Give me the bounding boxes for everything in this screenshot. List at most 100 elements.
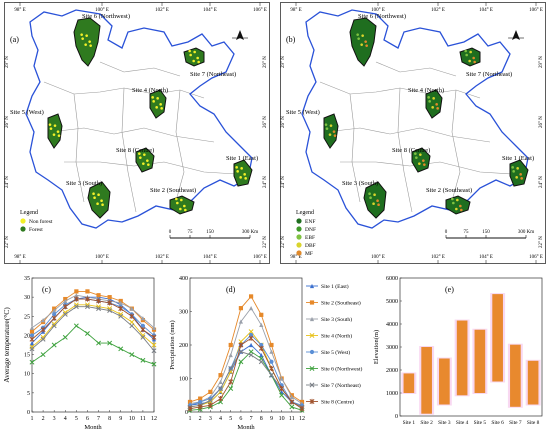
y-tick-label: 3000 (386, 345, 398, 351)
data-point (29, 359, 35, 365)
x-tick-label: 2 (42, 416, 45, 422)
data-point (228, 386, 234, 392)
legend-label: Non forest (29, 218, 53, 225)
lat-tick-label-left: 24° N (5, 176, 10, 188)
site-label-s4: Site 4 (North) (408, 87, 444, 94)
site-pixel (428, 100, 431, 103)
data-point (289, 404, 295, 410)
lat-tick-label-right: 26° N (539, 116, 544, 128)
series-line-s6 (189, 351, 303, 411)
x-tick-label: 1 (31, 416, 34, 422)
x-tick-label: 3 (53, 416, 56, 422)
legend-label: MF (305, 251, 313, 257)
site-pixel (85, 34, 88, 37)
site-pixel (369, 196, 372, 200)
site-pixel (372, 202, 375, 206)
site-polygon-s5 (323, 113, 339, 149)
data-point (151, 334, 157, 340)
data-point (259, 312, 264, 317)
series-line-s6 (31, 325, 155, 365)
y-tick-label: 10 (24, 372, 30, 378)
site-pixel (468, 59, 471, 63)
site-pixel (473, 60, 476, 64)
legend-label: DNF (305, 227, 316, 233)
site-label-s7: Site 7 (Northeast) (466, 71, 512, 78)
site-pixel (422, 159, 425, 162)
site-pixel (456, 198, 459, 202)
data-point (85, 289, 90, 294)
data-point (228, 352, 233, 358)
data-point (118, 306, 124, 312)
data-point (85, 296, 90, 302)
x-tick-label: 9 (270, 416, 273, 422)
legend-label: Site 5 (West) (321, 349, 350, 356)
legend-swatch (296, 242, 302, 248)
site-pixel (512, 170, 515, 173)
site-pixel (155, 106, 158, 109)
data-point (309, 316, 315, 322)
data-point (29, 333, 35, 338)
data-point (151, 342, 157, 348)
lon-tick-label-bottom: 102° E (155, 255, 169, 260)
x-tick-label: 11 (289, 416, 295, 422)
data-point (85, 302, 90, 308)
data-point (259, 322, 264, 327)
prefecture-boundary (325, 127, 491, 143)
site-pixel (183, 204, 186, 208)
x-tick-label: 10 (129, 416, 135, 422)
elevation-bar-8 (527, 360, 539, 405)
data-point (29, 346, 35, 352)
scale-label: 300 Km (242, 230, 258, 235)
prefecture-boundary (73, 93, 85, 203)
data-point (151, 361, 157, 367)
prefecture-boundary (121, 87, 137, 213)
y-tick-label: 0 (185, 410, 188, 416)
scale-label: 300 Km (518, 230, 534, 235)
site-pixel (243, 173, 246, 176)
data-point (238, 359, 244, 365)
site-pixel (451, 197, 454, 201)
site-pixel (431, 106, 434, 109)
map-panel-a: 98° E 98° E 100° E 100° E 102° E 102° E 104° E… (4, 2, 270, 264)
data-point (198, 396, 203, 401)
site-polygon-s6 (73, 17, 101, 67)
chart-panel-e: 0 1000 2000 3000 4000 5000 6000 Elevation(m) (e)… (368, 268, 548, 438)
data-point (309, 333, 315, 338)
site-pixel (455, 207, 458, 211)
data-point (140, 323, 146, 328)
site-pixel (332, 130, 336, 133)
y-tick-label: 2000 (386, 368, 398, 374)
scale-label: 75 (188, 230, 194, 235)
prefecture-boundary (99, 61, 181, 77)
site-pixel (143, 153, 146, 156)
data-point (248, 332, 254, 338)
lon-tick-label-top: 100° E (95, 8, 109, 13)
y-tick-label: 4000 (386, 322, 398, 328)
y-tick-label: 5000 (386, 299, 398, 305)
site-polygon-s4 (425, 89, 443, 119)
data-point (40, 352, 46, 358)
lat-tick-label-right: 29° N (263, 56, 268, 68)
data-point (207, 397, 213, 403)
data-point (51, 321, 57, 327)
data-point (309, 300, 315, 305)
site-pixel (329, 124, 333, 127)
data-point (248, 294, 254, 299)
x-axis-label: Month (84, 424, 102, 431)
site-pixel (52, 133, 56, 136)
site-pixel (146, 159, 149, 162)
site-pixel (357, 37, 360, 40)
site-pixel (93, 196, 96, 200)
site-pixel (516, 167, 519, 170)
site-pixel (373, 193, 376, 197)
data-point (129, 313, 135, 319)
y-tick-label: 200 (179, 343, 188, 349)
y-tick-label: 1000 (386, 391, 398, 397)
data-point (309, 283, 315, 289)
series-line-s2 (189, 295, 303, 403)
province-outline (301, 9, 529, 229)
site-pixel (460, 208, 463, 212)
site-pixel (419, 153, 422, 156)
data-point (248, 306, 254, 311)
site-label-s6: Site 6 (Northwest) (358, 13, 406, 20)
